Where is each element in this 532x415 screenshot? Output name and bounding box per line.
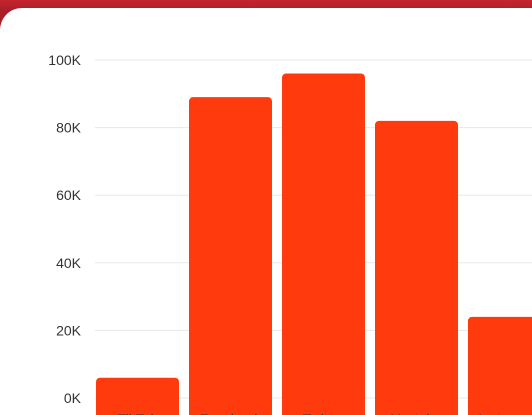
y-tick-label: 20K — [56, 322, 82, 338]
chart-card: 0K 20K 40K 60K 80K 100K TikTok Facebook Twitter… — [0, 8, 532, 415]
bar-instagram[interactable] — [468, 316, 532, 415]
x-tick-label: Twitter — [303, 411, 345, 415]
bar-tiktok[interactable] — [96, 377, 179, 415]
bars — [96, 73, 532, 415]
y-tick-label: 80K — [56, 120, 82, 136]
y-tick-label: 40K — [56, 255, 82, 271]
x-tick-label: Facebook — [200, 411, 262, 415]
x-tick-label: Instagram — [478, 411, 532, 415]
bar-youtube[interactable] — [375, 120, 458, 415]
y-axis-ticks: 0K 20K 40K 60K 80K 100K — [48, 52, 81, 406]
y-tick-label: 100K — [48, 52, 81, 68]
y-tick-label: 0K — [64, 390, 82, 406]
y-tick-label: 60K — [56, 187, 82, 203]
x-tick-label: Youtube — [391, 411, 442, 415]
x-axis-ticks: TikTok Facebook Twitter Youtube Instagram — [118, 411, 532, 415]
bar-chart: 0K 20K 40K 60K 80K 100K TikTok Facebook Twitter… — [48, 52, 532, 415]
x-tick-label: TikTok — [118, 411, 159, 415]
bar-twitter[interactable] — [282, 73, 365, 415]
bar-facebook[interactable] — [189, 97, 272, 415]
